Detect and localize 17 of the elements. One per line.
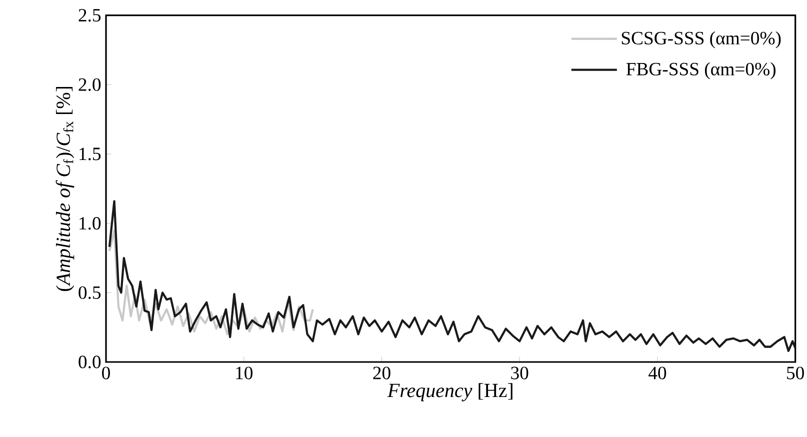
legend-label: FBG-SSS (αm=0%) [626,62,776,80]
line-series [108,200,796,352]
x-tick-label: 20 [373,366,390,380]
x-axis-title: Frequency [Hz] [387,383,512,402]
x-tick-label: 0 [102,366,110,380]
y-tick-label: 0.0 [78,356,101,368]
x-tick-label: 30 [511,366,528,380]
x-tick-label: 40 [648,366,666,380]
x-tick-label: 50 [787,366,804,380]
x-tick-label: 10 [236,366,252,380]
y-tick-label: 0.5 [78,286,101,300]
y-tick-label: 1.5 [80,148,101,160]
y-tick-label: 1.0 [80,216,101,230]
y-tick-label: 2.5 [78,9,101,22]
y-tick-label: 2.0 [78,78,101,92]
legend-label: SCSG-SSS (αm=0%) [622,31,781,48]
line-series [108,229,314,336]
